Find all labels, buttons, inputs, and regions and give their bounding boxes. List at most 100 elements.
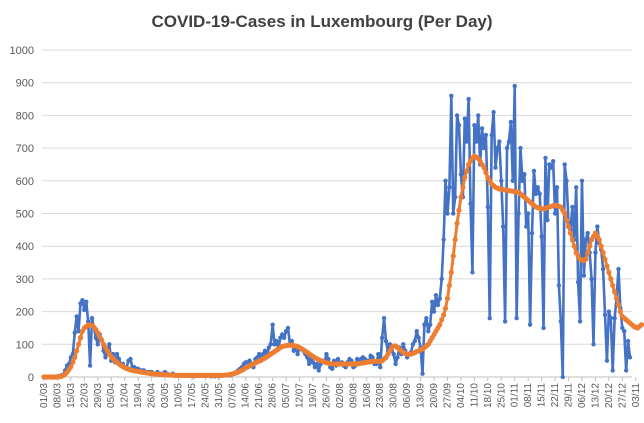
data-point bbox=[445, 211, 450, 216]
x-tick-label: 29/11 bbox=[564, 383, 575, 408]
x-tick-label: 17/05 bbox=[187, 383, 198, 408]
y-tick-label: 100 bbox=[16, 339, 34, 351]
data-point bbox=[391, 351, 396, 357]
x-tick-label: 02/08 bbox=[335, 383, 346, 408]
data-point bbox=[587, 243, 593, 249]
data-point bbox=[437, 322, 443, 328]
data-point bbox=[518, 145, 523, 151]
data-point bbox=[274, 338, 279, 344]
data-point bbox=[451, 211, 456, 216]
data-point bbox=[567, 230, 574, 236]
data-point bbox=[247, 358, 252, 363]
data-point bbox=[514, 315, 519, 321]
data-point bbox=[312, 364, 318, 370]
data-point bbox=[441, 237, 446, 242]
data-point bbox=[89, 315, 95, 321]
data-point bbox=[458, 172, 464, 177]
data-point bbox=[95, 342, 101, 347]
data-point bbox=[379, 335, 385, 340]
data-point bbox=[589, 276, 594, 282]
data-point bbox=[255, 355, 260, 360]
data-point bbox=[574, 185, 579, 190]
data-point bbox=[74, 314, 79, 319]
x-tick-label: 29/03 bbox=[93, 383, 104, 408]
data-point bbox=[570, 204, 575, 210]
x-tick-label: 20/09 bbox=[429, 383, 440, 408]
data-point bbox=[610, 368, 615, 373]
data-point bbox=[439, 317, 445, 323]
x-tick-label: 27/12 bbox=[617, 383, 628, 408]
data-point bbox=[103, 355, 108, 360]
x-tick-label: 20/12 bbox=[604, 383, 615, 408]
data-point bbox=[295, 351, 300, 357]
data-point bbox=[68, 355, 74, 360]
data-point bbox=[602, 312, 608, 318]
data-point bbox=[87, 363, 93, 368]
data-point bbox=[600, 266, 606, 272]
data-point bbox=[481, 145, 487, 151]
data-point bbox=[272, 342, 277, 347]
data-point bbox=[531, 168, 537, 174]
data-point bbox=[449, 93, 454, 98]
data-point bbox=[462, 116, 467, 121]
data-point bbox=[70, 359, 76, 365]
data-point bbox=[278, 335, 283, 340]
data-point bbox=[335, 356, 341, 362]
data-point bbox=[596, 237, 602, 243]
data-point bbox=[525, 211, 531, 216]
data-point bbox=[460, 184, 466, 190]
data-point bbox=[529, 230, 535, 236]
data-point bbox=[381, 315, 387, 321]
data-point bbox=[502, 319, 508, 324]
data-point bbox=[474, 139, 479, 144]
x-tick-label: 08/03 bbox=[52, 383, 63, 408]
x-tick-label: 22/03 bbox=[79, 383, 90, 408]
x-tick-label: 15/11 bbox=[537, 383, 548, 408]
x-tick-label: 26/07 bbox=[321, 383, 332, 408]
data-point bbox=[72, 330, 77, 336]
data-point bbox=[76, 329, 81, 334]
x-tick-label: 03/11 bbox=[631, 383, 642, 408]
data-point bbox=[627, 355, 633, 360]
data-point bbox=[583, 237, 589, 242]
y-tick-label: 500 bbox=[16, 209, 34, 221]
data-point bbox=[285, 325, 291, 331]
x-tick-label: 07/06 bbox=[227, 383, 238, 408]
data-point bbox=[283, 329, 289, 334]
x-tick-label: 21/06 bbox=[254, 383, 265, 408]
data-point bbox=[581, 273, 587, 278]
data-point bbox=[414, 329, 419, 334]
data-point bbox=[326, 356, 331, 362]
x-tick-label: 22/11 bbox=[550, 383, 561, 408]
data-point bbox=[564, 217, 570, 223]
data-point bbox=[510, 178, 515, 183]
data-point bbox=[564, 178, 569, 183]
x-tick-label: 14/06 bbox=[241, 383, 252, 408]
data-point bbox=[593, 250, 598, 255]
data-point bbox=[370, 355, 375, 360]
x-tick-label: 30/08 bbox=[389, 383, 400, 408]
data-point bbox=[552, 211, 558, 216]
data-point bbox=[604, 358, 610, 363]
x-tick-label: 06/09 bbox=[402, 383, 413, 408]
data-point bbox=[458, 194, 464, 200]
data-point bbox=[462, 174, 468, 181]
data-point bbox=[545, 217, 550, 223]
x-axis-ticks: 01/03 08/03 15/03 22/03 29/03 05/04 12/04 19/04… bbox=[39, 376, 642, 408]
x-tick-label: 05/07 bbox=[281, 383, 292, 408]
data-point bbox=[479, 126, 485, 131]
x-tick-label: 26/04 bbox=[147, 383, 158, 408]
data-point bbox=[422, 322, 427, 327]
data-point bbox=[512, 83, 517, 89]
data-point bbox=[470, 270, 475, 275]
y-tick-label: 0 bbox=[28, 372, 34, 384]
data-point bbox=[433, 293, 439, 298]
data-point bbox=[585, 230, 590, 236]
data-point bbox=[412, 338, 418, 344]
data-point bbox=[500, 224, 506, 229]
data-point bbox=[427, 322, 433, 327]
data-point bbox=[443, 178, 448, 183]
x-tick-label: 12/04 bbox=[120, 383, 131, 408]
series-1 bbox=[41, 83, 633, 380]
data-point bbox=[537, 191, 542, 197]
